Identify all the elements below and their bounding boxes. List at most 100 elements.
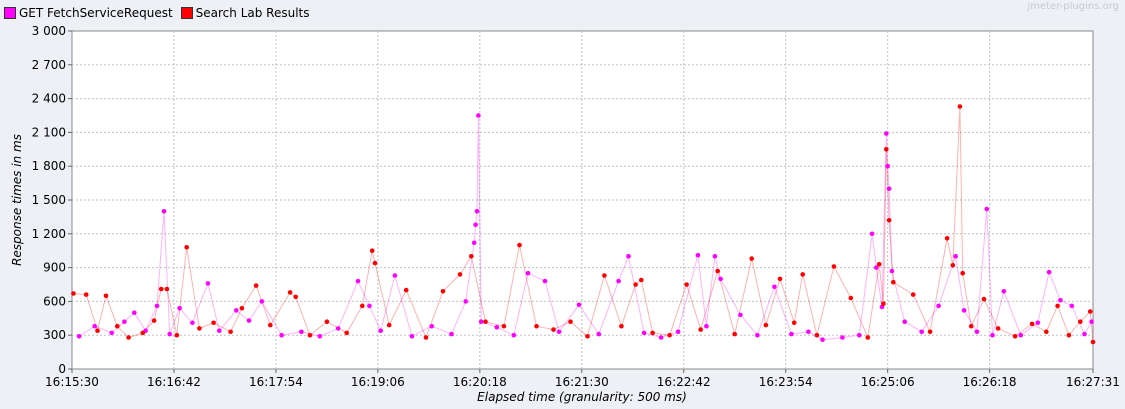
- data-point-series-0: [738, 312, 743, 318]
- data-point-series-0: [990, 332, 995, 338]
- data-point-series-1: [140, 330, 146, 336]
- watermark: jmeter-plugins.org: [1027, 1, 1119, 12]
- data-point-series-1: [876, 261, 882, 267]
- data-point-series-1: [684, 282, 689, 287]
- data-point-series-0: [473, 222, 478, 228]
- data-point-series-1: [848, 295, 854, 301]
- data-point-series-1: [158, 286, 164, 292]
- data-point-series-0: [471, 240, 477, 246]
- data-point-series-1: [968, 323, 974, 329]
- x-tick-label: 16:16:42: [147, 375, 201, 389]
- data-point-series-0: [1018, 332, 1024, 338]
- y-tick-label: 3 000: [32, 24, 66, 38]
- data-point-series-1: [910, 292, 916, 297]
- y-axis-ticks: 0 300 600 900 1 200 1 500 1 800 2 100 2 400 2 700…: [32, 24, 72, 376]
- data-point-series-0: [478, 319, 484, 325]
- series-points: [71, 104, 1096, 345]
- x-tick-label: 16:17:54: [249, 375, 303, 389]
- data-point-series-0: [205, 281, 211, 286]
- data-point-series-0: [772, 284, 777, 290]
- y-tick-label: 1 500: [32, 193, 66, 207]
- data-point-series-0: [884, 131, 889, 136]
- data-point-series-0: [974, 329, 980, 335]
- data-point-series-1: [814, 332, 820, 338]
- data-point-series-0: [718, 276, 723, 282]
- data-point-series-1: [831, 264, 837, 269]
- y-tick-label: 300: [43, 328, 66, 342]
- data-point-series-1: [372, 260, 378, 266]
- x-tick-label: 16:19:06: [351, 375, 405, 389]
- data-point-series-0: [885, 163, 890, 169]
- data-point-series-1: [1012, 334, 1018, 339]
- legend-label-fetch: GET FetchServiceRequest: [19, 6, 173, 20]
- data-point-series-0: [641, 330, 647, 336]
- data-point-series-1: [886, 218, 892, 223]
- data-point-series-1: [324, 319, 330, 325]
- data-point-series-1: [1066, 332, 1072, 338]
- data-point-series-0: [542, 278, 548, 284]
- data-point-series-0: [234, 308, 239, 313]
- legend-item-search-lab-results: Search Lab Results: [180, 6, 310, 20]
- data-point-series-1: [369, 248, 375, 253]
- y-tick-label: 900: [43, 261, 66, 275]
- data-point-series-0: [626, 253, 631, 259]
- data-point-series-1: [71, 291, 76, 296]
- data-point-series-1: [667, 332, 672, 338]
- data-point-series-1: [698, 327, 703, 332]
- data-point-series-1: [174, 332, 180, 338]
- data-point-series-0: [367, 303, 372, 309]
- y-axis-title: Response times in ms: [10, 134, 24, 266]
- data-point-series-0: [161, 209, 167, 214]
- data-point-series-0: [154, 303, 160, 309]
- data-point-series-1: [268, 322, 273, 328]
- chart-legend: GET FetchServiceRequest Search Lab Resul…: [4, 3, 310, 23]
- data-point-series-0: [1035, 320, 1041, 326]
- y-tick-label: 600: [43, 294, 66, 308]
- data-point-series-1: [344, 330, 350, 336]
- x-tick-label: 16:22:42: [657, 375, 711, 389]
- data-point-series-0: [449, 331, 454, 337]
- data-point-series-1: [1055, 303, 1060, 309]
- data-point-series-1: [551, 327, 556, 332]
- data-point-series-1: [763, 322, 769, 328]
- data-point-series-1: [957, 104, 963, 109]
- data-point-series-0: [596, 331, 602, 337]
- data-point-series-1: [1044, 329, 1049, 335]
- y-tick-label: 2 100: [32, 125, 66, 139]
- data-point-series-0: [820, 337, 825, 343]
- data-point-series-0: [355, 278, 361, 284]
- data-point-series-1: [749, 256, 754, 261]
- x-tick-label: 16:20:18: [453, 375, 507, 389]
- data-point-series-0: [1046, 269, 1052, 275]
- data-point-series-1: [440, 289, 446, 294]
- x-axis-ticks: 16:15:30 16:16:42 16:17:54 16:19:06 16:20:18…: [45, 369, 1120, 389]
- data-point-series-0: [857, 332, 862, 338]
- data-point-series-1: [115, 323, 120, 329]
- data-point-series-0: [378, 328, 384, 334]
- data-point-series-0: [889, 268, 895, 274]
- data-point-series-1: [650, 330, 655, 336]
- data-point-series-1: [164, 286, 170, 292]
- data-point-series-1: [184, 245, 189, 250]
- series-lines: [73, 106, 1094, 343]
- data-point-series-1: [253, 283, 259, 288]
- data-point-series-0: [902, 319, 907, 325]
- data-point-series-1: [732, 331, 737, 337]
- data-point-series-1: [423, 335, 429, 340]
- data-point-series-0: [936, 303, 941, 309]
- data-point-series-1: [307, 332, 313, 338]
- data-point-series-0: [217, 328, 222, 334]
- data-point-series-1: [83, 292, 89, 297]
- y-tick-label: 1 800: [32, 159, 66, 173]
- data-point-series-0: [76, 334, 82, 339]
- data-point-series-1: [126, 335, 131, 340]
- data-point-series-0: [919, 329, 924, 335]
- plot-area: [71, 30, 1094, 370]
- data-point-series-0: [616, 278, 621, 284]
- legend-swatch-search: [180, 7, 193, 19]
- data-point-series-0: [874, 265, 879, 270]
- x-tick-label: 16:21:30: [555, 375, 609, 389]
- data-point-series-0: [494, 325, 500, 330]
- data-point-series-0: [92, 323, 97, 329]
- data-point-series-1: [1090, 339, 1096, 345]
